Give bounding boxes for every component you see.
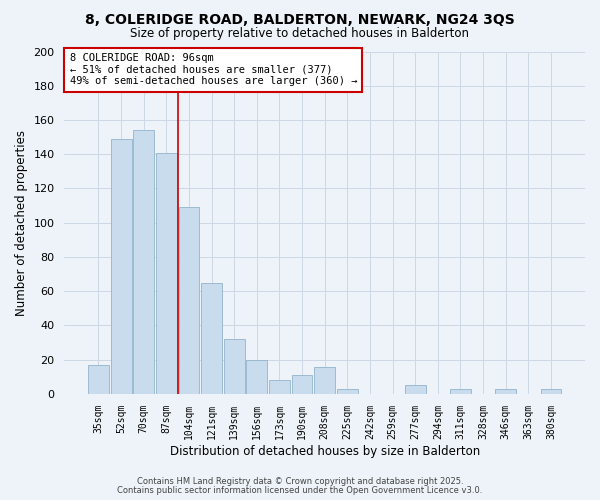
Bar xyxy=(224,339,245,394)
Text: Contains public sector information licensed under the Open Government Licence v3: Contains public sector information licen… xyxy=(118,486,482,495)
Bar xyxy=(156,152,177,394)
Bar xyxy=(541,389,562,394)
Bar xyxy=(450,389,471,394)
Text: 8, COLERIDGE ROAD, BALDERTON, NEWARK, NG24 3QS: 8, COLERIDGE ROAD, BALDERTON, NEWARK, NG… xyxy=(85,12,515,26)
Bar xyxy=(88,365,109,394)
Bar xyxy=(269,380,290,394)
Text: Contains HM Land Registry data © Crown copyright and database right 2025.: Contains HM Land Registry data © Crown c… xyxy=(137,477,463,486)
Bar xyxy=(495,389,516,394)
Bar xyxy=(292,375,313,394)
Bar xyxy=(247,360,267,394)
Text: Size of property relative to detached houses in Balderton: Size of property relative to detached ho… xyxy=(131,28,470,40)
Bar xyxy=(110,139,131,394)
Bar xyxy=(179,208,199,394)
Text: 8 COLERIDGE ROAD: 96sqm
← 51% of detached houses are smaller (377)
49% of semi-d: 8 COLERIDGE ROAD: 96sqm ← 51% of detache… xyxy=(70,53,357,86)
Y-axis label: Number of detached properties: Number of detached properties xyxy=(15,130,28,316)
Bar xyxy=(405,386,425,394)
X-axis label: Distribution of detached houses by size in Balderton: Distribution of detached houses by size … xyxy=(170,444,480,458)
Bar xyxy=(133,130,154,394)
Bar xyxy=(201,282,222,394)
Bar xyxy=(314,366,335,394)
Bar xyxy=(337,389,358,394)
